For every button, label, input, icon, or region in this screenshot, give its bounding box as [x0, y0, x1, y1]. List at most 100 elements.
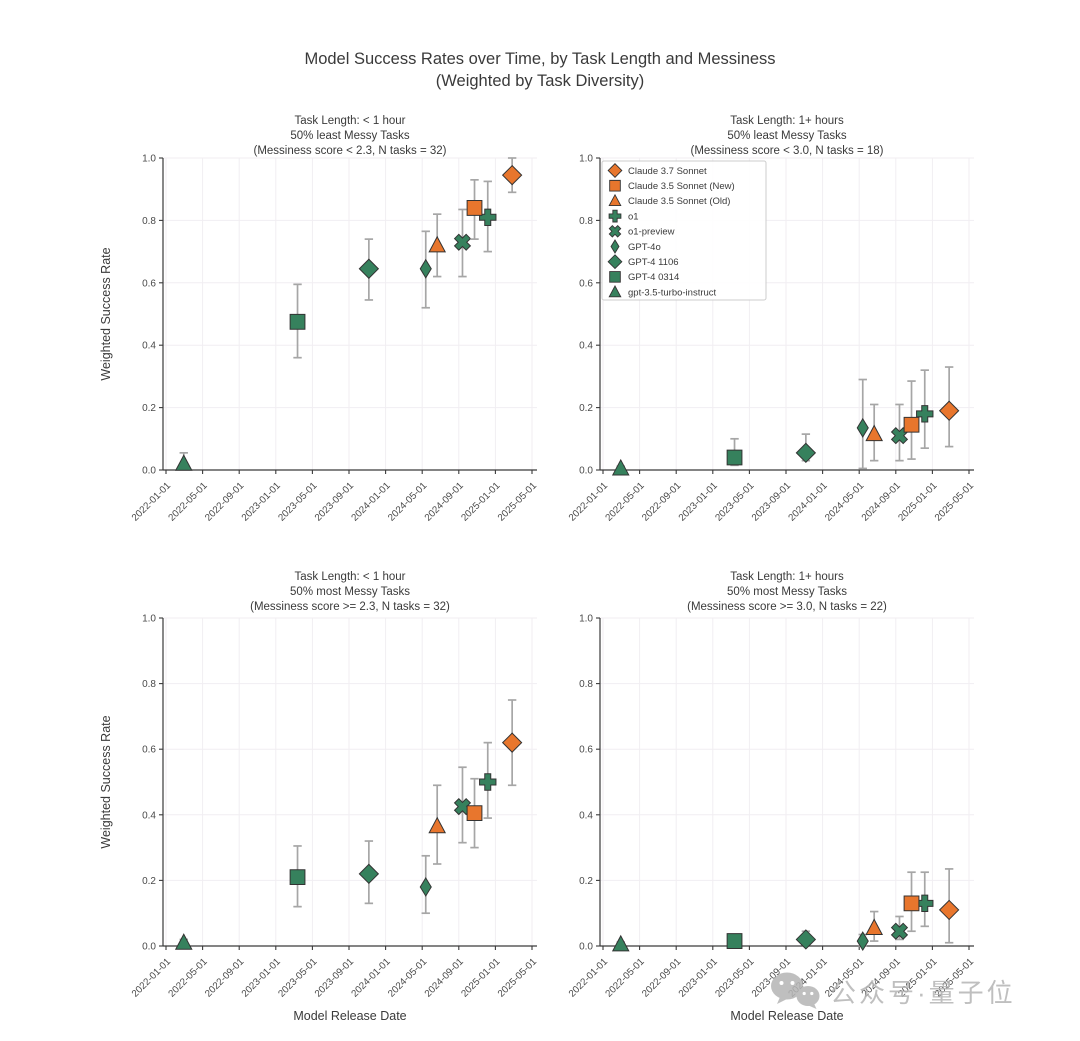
y-tick-label: 0.8	[142, 216, 156, 227]
legend-box	[601, 160, 767, 301]
legend-label-claude-3-5-sonnet-old: Claude 3.5 Sonnet (Old)	[628, 196, 730, 207]
subplot-title: 50% most Messy Tasks	[727, 586, 847, 598]
legend-marker-gpt-3-5-turbo-instruct	[608, 285, 622, 298]
subplot-bottom-left: 0.00.20.40.60.81.02022-01-012022-05-0120…	[130, 571, 539, 1000]
x-tick-label: 2025-05-01	[933, 480, 976, 523]
marker-o1-preview	[453, 233, 472, 251]
subplot-title: 50% most Messy Tasks	[290, 586, 410, 598]
marker-gpt-4o	[856, 931, 869, 952]
chart-title: Model Success Rates over Time, by Task L…	[0, 48, 1080, 92]
marker-gpt-4o	[856, 417, 869, 438]
marker-claude-3-5-sonnet-new	[466, 200, 483, 216]
marker-claude-3-5-sonnet-new	[903, 416, 920, 433]
legend-label-gpt-4-1106: GPT-4 1106	[628, 257, 679, 268]
chart-title-line1: Model Success Rates over Time, by Task L…	[304, 50, 776, 68]
marker-gpt-4o	[419, 258, 432, 279]
wechat-icon	[771, 972, 820, 1009]
marker-claude-3-5-sonnet-old	[865, 918, 884, 935]
legend-marker-claude-3-5-sonnet-old	[608, 193, 622, 207]
legend-marker-o1-preview	[608, 224, 622, 238]
y-tick-label: 0.0	[579, 942, 593, 953]
subplot-bottom-right: 0.00.20.40.60.81.02022-01-012022-05-0120…	[567, 571, 976, 1000]
watermark: 公众号·量子位	[770, 972, 1016, 1010]
y-tick-label: 1.0	[142, 614, 156, 625]
y-axis-label: Weighted Success Rate	[99, 247, 113, 380]
y-tick-label: 1.0	[579, 154, 593, 165]
x-axis-label: Model Release Date	[730, 1009, 843, 1023]
marker-gpt-4-0314	[289, 313, 306, 330]
marker-claude-3-5-sonnet-old	[428, 816, 447, 834]
marker-gpt-4-1106	[358, 258, 380, 279]
marker-gpt-4-0314	[289, 869, 306, 886]
legend-marker-gpt-4o	[610, 239, 620, 254]
legend-marker-claude-3-7-sonnet	[607, 163, 623, 178]
legend-marker-gpt-4-0314	[609, 271, 621, 283]
y-tick-label: 0.4	[579, 810, 593, 821]
marker-gpt-4-0314	[726, 449, 743, 466]
chart-title-line2: (Weighted by Task Diversity)	[435, 72, 645, 90]
legend-label-o1: o1	[628, 211, 639, 222]
marker-gpt-3-5-turbo-instruct	[174, 454, 193, 471]
subplot-title: (Messiness score >= 2.3, N tasks = 32)	[250, 601, 450, 613]
y-tick-label: 0.4	[142, 341, 156, 352]
y-tick-label: 0.6	[142, 278, 156, 289]
marker-gpt-4-1106	[795, 442, 817, 464]
subplot-title: Task Length: 1+ hours	[730, 571, 844, 583]
legend-marker-gpt-4-1106	[607, 254, 623, 270]
y-tick-label: 0.6	[142, 745, 156, 756]
y-tick-label: 0.8	[579, 679, 593, 690]
legend-label-claude-3-5-sonnet-new: Claude 3.5 Sonnet (New)	[628, 181, 735, 192]
marker-claude-3-5-sonnet-old	[428, 235, 447, 253]
x-tick-label: 2025-05-01	[496, 480, 539, 523]
subplot-title: 50% least Messy Tasks	[290, 130, 410, 142]
y-tick-label: 0.0	[142, 942, 156, 953]
y-tick-label: 0.0	[579, 466, 593, 477]
subplot-title: (Messiness score < 2.3, N tasks = 32)	[253, 145, 446, 157]
marker-claude-3-7-sonnet	[501, 732, 523, 753]
y-tick-label: 1.0	[142, 154, 156, 165]
y-tick-label: 0.2	[579, 403, 593, 414]
marker-claude-3-5-sonnet-old	[865, 424, 884, 442]
legend-label-gpt-3-5-turbo-instruct: gpt-3.5-turbo-instruct	[628, 287, 717, 298]
legend-marker-o1	[608, 209, 622, 223]
y-axis-label: Weighted Success Rate	[99, 715, 113, 848]
marker-gpt-4-1106	[795, 929, 817, 950]
marker-claude-3-7-sonnet	[938, 899, 960, 921]
subplot-title: (Messiness score < 3.0, N tasks = 18)	[690, 145, 883, 157]
marker-gpt-4-1106	[358, 863, 380, 885]
legend-label-claude-3-7-sonnet: Claude 3.7 Sonnet	[628, 166, 707, 177]
marker-o1-preview	[890, 427, 909, 445]
y-tick-label: 1.0	[579, 614, 593, 625]
subplot-top-left: 0.00.20.40.60.81.02022-01-012022-05-0120…	[130, 115, 539, 524]
x-axis-label: Model Release Date	[293, 1009, 406, 1023]
marker-o1	[916, 405, 934, 423]
marker-gpt-4-0314	[726, 933, 743, 949]
marker-claude-3-5-sonnet-new	[466, 805, 483, 822]
marker-claude-3-7-sonnet	[501, 164, 523, 186]
watermark-text: 公众号·量子位	[830, 977, 1016, 1008]
subplot-title: 50% least Messy Tasks	[727, 130, 847, 142]
legend: Claude 3.7 Sonnet Claude 3.5 Sonnet (New)…	[601, 160, 767, 301]
y-tick-label: 0.0	[142, 466, 156, 477]
y-tick-label: 0.6	[579, 745, 593, 756]
y-tick-label: 0.4	[142, 810, 156, 821]
marker-claude-3-5-sonnet-new	[903, 895, 920, 912]
marker-gpt-3-5-turbo-instruct	[611, 934, 630, 952]
marker-claude-3-7-sonnet	[938, 400, 960, 421]
marker-gpt-3-5-turbo-instruct	[611, 458, 630, 476]
y-tick-label: 0.2	[142, 876, 156, 887]
y-tick-label: 0.6	[579, 278, 593, 289]
legend-label-gpt-4o: GPT-4o	[628, 242, 661, 253]
marker-o1-preview	[890, 922, 909, 940]
y-tick-label: 0.8	[142, 679, 156, 690]
subplot-title: Task Length: < 1 hour	[295, 571, 406, 583]
legend-label-o1-preview: o1-preview	[628, 227, 675, 238]
subplot-title: (Messiness score >= 3.0, N tasks = 22)	[687, 601, 887, 613]
subplot-title: Task Length: < 1 hour	[295, 115, 406, 127]
y-tick-label: 0.2	[579, 876, 593, 887]
marker-o1	[479, 773, 497, 791]
marker-gpt-4o	[419, 877, 432, 897]
y-tick-label: 0.2	[142, 403, 156, 414]
